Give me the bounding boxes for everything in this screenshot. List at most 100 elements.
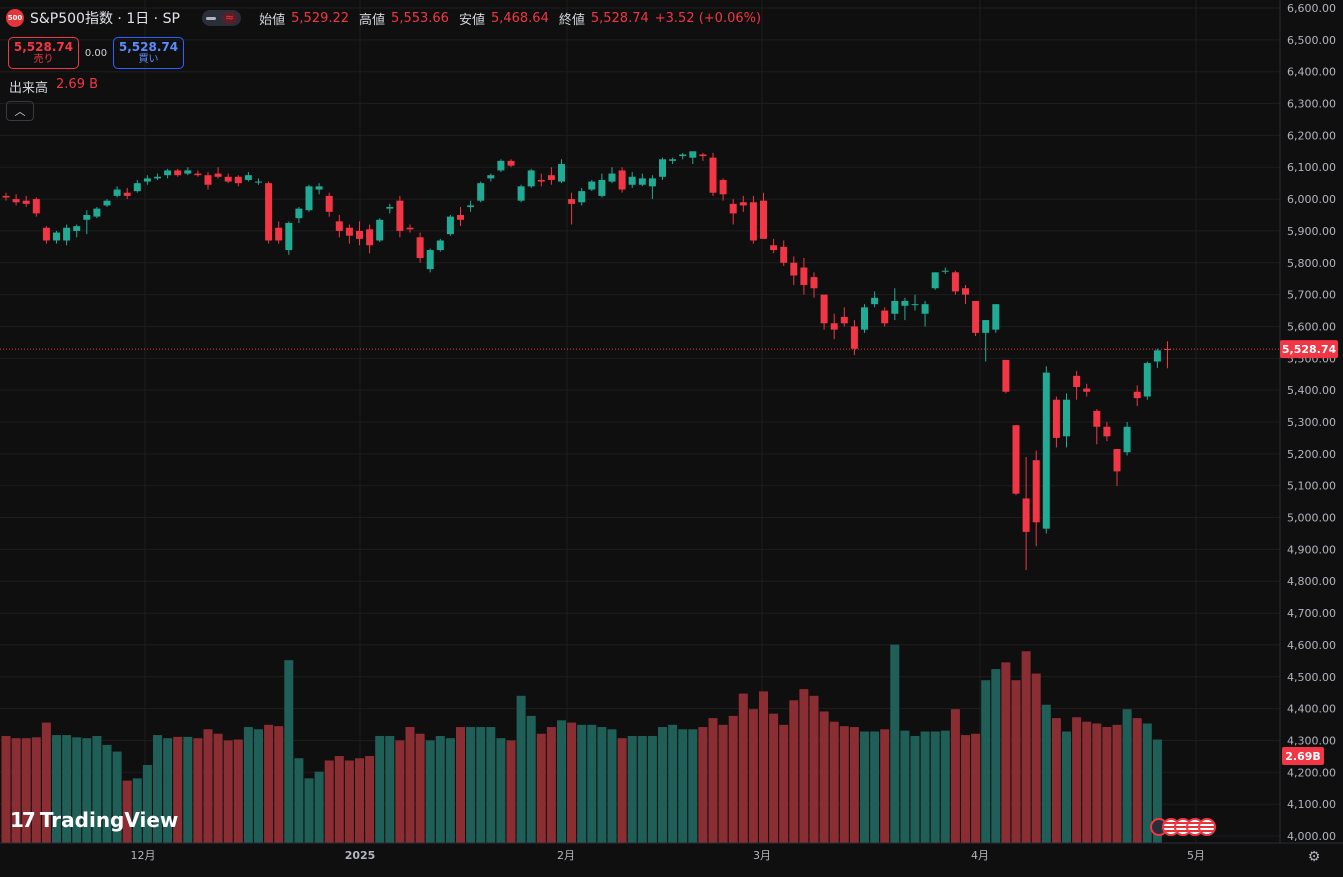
volume-bar — [274, 726, 284, 843]
volume-legend-value: 2.69 B — [56, 77, 99, 92]
candlestick-series — [2, 151, 1171, 571]
candle-body — [507, 160, 515, 166]
candle — [669, 157, 677, 165]
candle — [204, 172, 212, 190]
event-markers[interactable] — [1150, 818, 1216, 836]
volume-bar — [183, 736, 193, 843]
candle-body — [73, 226, 81, 231]
volume-bar — [1031, 673, 1041, 843]
symbol-title[interactable]: S&P500指数 · 1日 · SP — [30, 11, 180, 27]
candle — [648, 175, 656, 200]
candle — [386, 203, 394, 214]
volume-bar — [738, 693, 748, 843]
volume-bar — [940, 730, 950, 843]
volume-bar — [950, 709, 960, 843]
volume-bar — [1082, 721, 1092, 843]
candle — [184, 167, 192, 176]
volume-legend-label: 出来高 — [9, 81, 49, 96]
candle-body — [396, 200, 404, 231]
candle-body — [93, 208, 101, 217]
candle — [962, 285, 969, 305]
candle — [1113, 449, 1121, 486]
collapse-legend-button[interactable]: ︿ — [6, 101, 34, 121]
candle — [416, 232, 424, 263]
settings-gear-icon[interactable]: ⚙ — [1307, 849, 1321, 865]
candle-body — [184, 170, 192, 174]
volume-bar — [415, 733, 425, 843]
volume-bar — [213, 733, 223, 843]
volume-bar — [900, 730, 910, 843]
chart-grid — [0, 0, 1280, 843]
candle — [12, 194, 20, 206]
tradingview-logo-text: TradingView — [39, 808, 179, 832]
chart-style-toggle[interactable]: ≈ — [201, 10, 242, 26]
close-value: 5,528.74 — [590, 10, 649, 26]
high-label: 高値 — [359, 12, 386, 28]
candle — [1133, 385, 1141, 407]
volume-bar — [546, 727, 556, 843]
candle-body — [1063, 399, 1070, 437]
candle — [871, 291, 879, 308]
candle — [1022, 457, 1030, 571]
volume-bar — [860, 731, 869, 843]
candle-body — [588, 181, 596, 190]
volume-bar — [82, 738, 92, 843]
volume-bar — [698, 727, 708, 843]
time-tick-label: 12月 — [131, 849, 156, 862]
us-flag-icon[interactable] — [1198, 818, 1216, 836]
candle — [709, 152, 717, 196]
candle — [558, 159, 565, 184]
candle-body — [1113, 449, 1121, 472]
volume-bar — [466, 727, 476, 843]
candle-body — [820, 294, 828, 324]
candle-body — [113, 189, 121, 196]
volume-bar — [1152, 739, 1162, 843]
candle-body — [800, 267, 808, 286]
volume-bar — [668, 724, 678, 843]
price-axis[interactable]: 6,600.00 6,500.00 6,400.00 6,300.00 6,200.00… — [1279, 0, 1336, 843]
volume-bar — [122, 780, 132, 843]
price-tick-label: 5,100.00 — [1287, 480, 1336, 493]
candle-body — [648, 178, 656, 187]
candle-body — [143, 178, 151, 182]
candle — [467, 200, 475, 212]
candle — [679, 152, 687, 160]
price-tick-label: 4,200.00 — [1287, 766, 1336, 779]
candle — [800, 257, 808, 295]
candle — [760, 192, 767, 239]
candle-body — [931, 272, 939, 289]
time-axis[interactable]: 12月 2025 2月 3月 4月 5月 — [0, 842, 1343, 862]
candle — [83, 210, 91, 235]
volume-bar — [173, 736, 183, 843]
time-tick-label: 4月 — [971, 849, 989, 862]
candle — [729, 199, 737, 225]
volume-bar — [971, 733, 981, 843]
candle-body — [154, 176, 161, 179]
candle-body — [164, 170, 172, 176]
volume-bar — [759, 691, 768, 843]
candle — [972, 300, 980, 337]
candle — [780, 240, 788, 266]
candle-body — [578, 191, 586, 203]
sell-button[interactable]: 5,528.74 売り — [8, 37, 79, 69]
candle — [63, 224, 71, 246]
tradingview-logo[interactable]: 17 TradingView — [10, 808, 178, 832]
candle-body — [426, 250, 434, 270]
price-tick-label: 4,300.00 — [1287, 734, 1336, 747]
buy-button[interactable]: 5,528.74 買い — [113, 37, 184, 69]
volume-bar — [536, 733, 546, 843]
candle — [1042, 366, 1050, 534]
chevron-up-icon: ︿ — [14, 105, 26, 118]
price-tick-label: 6,500.00 — [1287, 34, 1336, 47]
volume-tag: 2.69B — [1282, 747, 1324, 765]
candle — [285, 221, 293, 255]
candle-body — [638, 178, 646, 185]
candle-body — [265, 183, 273, 241]
volume-bar — [597, 727, 607, 843]
candle-body — [850, 326, 858, 349]
candle — [325, 192, 333, 217]
volume-bar — [425, 740, 435, 843]
volume-bar — [1122, 709, 1132, 843]
price-tick-label: 5,000.00 — [1287, 512, 1336, 525]
